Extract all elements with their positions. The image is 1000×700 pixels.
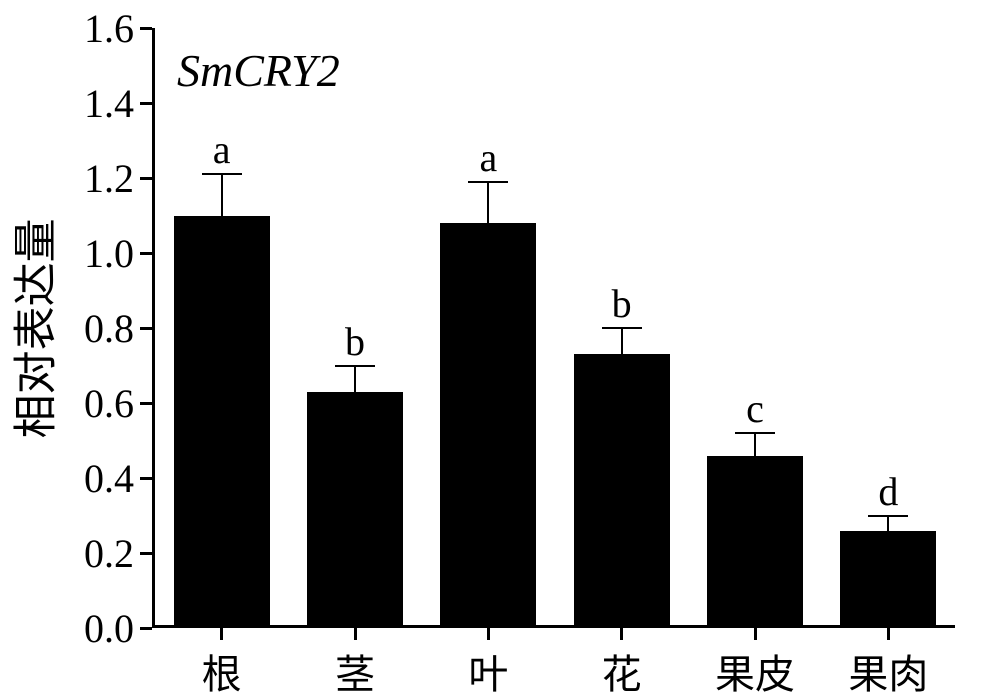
error-cap	[868, 515, 908, 517]
x-tick	[354, 628, 357, 640]
y-tick-label: 1.2	[54, 155, 134, 202]
x-axis	[152, 625, 955, 628]
y-tick	[140, 252, 152, 255]
error-cap	[735, 432, 775, 434]
x-tick-label: 果皮	[685, 642, 825, 700]
y-tick-label: 0.2	[54, 530, 134, 577]
x-tick-label: 叶	[418, 642, 558, 700]
error-bar	[221, 174, 223, 215]
x-tick	[220, 628, 223, 640]
x-tick	[620, 628, 623, 640]
y-tick	[140, 327, 152, 330]
y-tick-label: 0.4	[54, 455, 134, 502]
y-axis-title: 相对表达量	[0, 178, 52, 478]
significance-label: b	[592, 280, 652, 327]
error-cap	[468, 181, 508, 183]
y-tick	[140, 102, 152, 105]
bar	[574, 354, 670, 625]
x-tick-label: 花	[552, 642, 692, 700]
significance-label: a	[458, 134, 518, 181]
error-cap	[202, 173, 242, 175]
x-tick	[754, 628, 757, 640]
bar	[307, 392, 403, 625]
bar	[440, 223, 536, 625]
y-tick	[140, 177, 152, 180]
y-tick	[140, 477, 152, 480]
chart-stage: SmCRY2 相对表达量 0.0 0.2 0.4 0.6 0.8 1.0 1.2 1.4 1.6…	[0, 0, 1000, 699]
gene-title: SmCRY2	[177, 44, 340, 97]
error-bar	[887, 516, 889, 531]
error-cap	[602, 327, 642, 329]
y-tick	[140, 552, 152, 555]
significance-label: b	[325, 318, 385, 365]
error-bar	[354, 366, 356, 392]
x-tick-label: 茎	[285, 642, 425, 700]
y-tick-label: 0.8	[54, 305, 134, 352]
plot-background	[155, 28, 955, 628]
bar	[840, 531, 936, 626]
bar	[707, 456, 803, 626]
bar	[174, 216, 270, 626]
error-bar	[754, 433, 756, 456]
significance-label: d	[858, 468, 918, 515]
y-tick	[140, 402, 152, 405]
error-bar	[621, 328, 623, 354]
y-tick-label: 1.0	[54, 230, 134, 277]
x-tick	[487, 628, 490, 640]
y-tick-label: 1.6	[54, 5, 134, 52]
y-tick	[140, 627, 152, 630]
y-tick-label: 0.6	[54, 380, 134, 427]
y-axis	[152, 28, 155, 628]
significance-label: a	[192, 126, 252, 173]
x-tick-label: 根	[152, 642, 292, 700]
x-tick-label: 果肉	[818, 642, 958, 700]
significance-label: c	[725, 385, 785, 432]
error-cap	[335, 365, 375, 367]
y-tick	[140, 27, 152, 30]
y-tick-label: 1.4	[54, 80, 134, 127]
y-tick-label: 0.0	[54, 605, 134, 652]
error-bar	[487, 182, 489, 223]
x-tick	[887, 628, 890, 640]
